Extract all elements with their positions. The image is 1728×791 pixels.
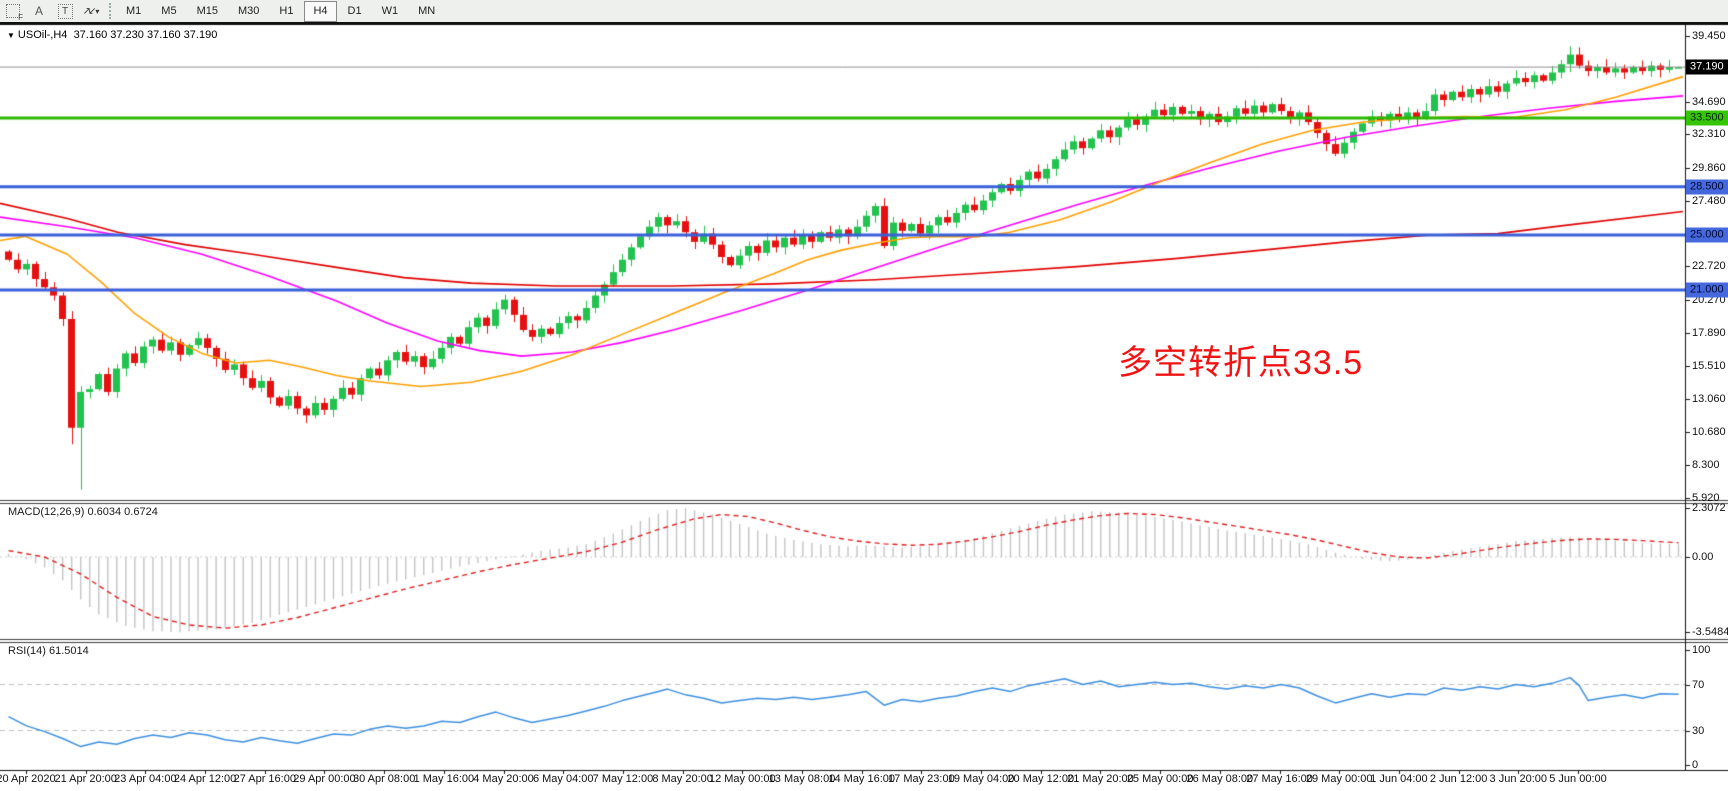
chart-annotation-text: 多空转折点33.5 <box>1118 344 1364 382</box>
timeframe-button-mn[interactable]: MN <box>418 5 436 17</box>
price-level-badge: 25.000 <box>1686 227 1728 243</box>
price-axis-tick-label: 39.450 <box>1692 30 1726 42</box>
time-axis-label: 5 Jun 00:00 <box>1549 773 1607 785</box>
time-axis-label: 21 Apr 20:00 <box>54 773 117 785</box>
time-axis-label: 8 May 20:00 <box>652 773 713 785</box>
price-level-badge: 37.190 <box>1686 59 1728 75</box>
price-axis-tick-label: 10.680 <box>1692 426 1726 439</box>
grid-glyph: F <box>6 4 23 22</box>
time-axis-label: 1 Jun 04:00 <box>1370 773 1428 785</box>
text-tool-icon[interactable]: T <box>52 1 78 21</box>
price-axis-tick-label: 17.890 <box>1692 326 1726 339</box>
timeframe-button-m5[interactable]: M5 <box>161 5 177 17</box>
time-axis-label: 4 May 20:00 <box>473 773 534 785</box>
time-axis-label: 20 May 12:00 <box>1007 773 1075 785</box>
time-axis-label: 2 Jun 12:00 <box>1429 773 1488 785</box>
price-axis-tick-label: 15.510 <box>1692 359 1726 372</box>
price-axis-tick-label: 29.860 <box>1692 162 1726 175</box>
time-axis-label: 30 Apr 08:00 <box>352 773 416 785</box>
time-axis-label: 27 May 16:00 <box>1246 773 1313 785</box>
rsi-axis-tick-label: 0 <box>1692 759 1699 771</box>
t-glyph: T <box>57 3 73 19</box>
chart-area: ▼ USOil-,H4 37.160 37.230 37.160 37.190 M… <box>0 24 1728 791</box>
label-a-icon[interactable]: A <box>34 4 43 18</box>
time-axis-label: 23 Apr 04:00 <box>114 773 177 785</box>
price-axis-tick-label: 5.920 <box>1692 491 1720 504</box>
symbol-name: USOil-,H4 <box>17 29 68 41</box>
macd-axis-tick-label: -3.5484 <box>1692 626 1728 639</box>
toolbar: F A T ↗↙ ▾ M1 M5 M15 M30 H1 H4 D1 W1 MN <box>0 0 1728 24</box>
time-axis-label: 7 May 12:00 <box>592 773 654 785</box>
time-axis-label: 29 Apr 00:00 <box>293 773 356 785</box>
price-axis-tick-label: 27.480 <box>1692 194 1726 207</box>
time-axis-label: 13 May 08:00 <box>768 773 836 785</box>
toolbar-grip[interactable] <box>109 3 111 19</box>
price-axis-tick-label: 8.300 <box>1692 458 1720 471</box>
timeframe-button-group: M1 M5 M15 M30 H1 H4 D1 W1 MN <box>116 0 445 22</box>
time-axis-label: 24 Apr 12:00 <box>173 773 237 785</box>
time-axis-label: 21 May 20:00 <box>1067 773 1134 785</box>
timeframe-button-m30[interactable]: M30 <box>237 5 260 17</box>
chart-canvas[interactable] <box>0 24 1728 791</box>
rsi-axis-tick-label: 70 <box>1692 678 1705 691</box>
macd-axis-tick-label: 2.3072 <box>1692 501 1726 514</box>
dropdown-caret-icon: ▾ <box>95 6 100 16</box>
price-axis-tick-label: 13.060 <box>1692 393 1726 406</box>
time-axis-label: 6 May 04:00 <box>532 773 594 785</box>
symbol-header: ▼ USOil-,H4 37.160 37.230 37.160 37.190 <box>7 29 217 41</box>
indicator-grid-icon[interactable]: F <box>0 1 26 22</box>
toolbar-icon-group: F A T ↗↙ ▾ <box>0 0 104 22</box>
time-axis-label: 1 May 16:00 <box>413 773 475 785</box>
time-axis-label: 20 Apr 2020 <box>0 773 56 785</box>
time-axis-label: 12 May 00:00 <box>708 773 776 785</box>
price-level-badge: 28.500 <box>1686 179 1728 195</box>
rsi-axis-tick-label: 30 <box>1692 724 1705 737</box>
arrows-glyph: ↗↙ <box>82 5 97 17</box>
timeframe-button-d1[interactable]: D1 <box>347 5 362 17</box>
price-axis-tick-label: 34.690 <box>1692 95 1726 108</box>
time-axis-label: 29 May 00:00 <box>1305 773 1373 785</box>
time-axis-label: 27 Apr 16:00 <box>233 773 296 785</box>
price-level-badge: 21.000 <box>1686 282 1728 298</box>
timeframe-button-m1[interactable]: M1 <box>126 5 142 17</box>
time-axis-label: 19 May 04:00 <box>947 773 1015 785</box>
time-axis-label: 17 May 23:00 <box>888 773 955 785</box>
timeframe-button-w1[interactable]: W1 <box>381 5 399 17</box>
price-level-badge: 33.500 <box>1686 110 1728 126</box>
time-axis-label: 25 May 00:00 <box>1126 773 1194 785</box>
cycle-arrows-icon[interactable]: ↗↙ ▾ <box>78 1 104 21</box>
timeframe-button-h1[interactable]: H1 <box>279 5 294 17</box>
rsi-pane-label: RSI(14) 61.5014 <box>8 645 89 657</box>
collapse-triangle-icon[interactable]: ▼ <box>7 31 15 40</box>
symbol-quote-ohlc: 37.160 37.230 37.160 37.190 <box>73 29 218 41</box>
timeframe-button-m15[interactable]: M15 <box>196 5 218 17</box>
time-axis-label: 26 May 08:00 <box>1186 773 1254 785</box>
price-axis-tick-label: 22.720 <box>1692 260 1726 273</box>
time-axis-label: 14 May 16:00 <box>828 773 896 785</box>
rsi-axis-tick-label: 100 <box>1692 644 1711 656</box>
macd-axis-tick-label: 0.00 <box>1692 551 1714 563</box>
timeframe-button-h4[interactable]: H4 <box>304 0 337 22</box>
time-axis-label: 3 Jun 20:00 <box>1489 773 1548 785</box>
price-axis-tick-label: 32.310 <box>1692 128 1726 141</box>
macd-pane-label: MACD(12,26,9) 0.6034 0.6724 <box>8 506 158 518</box>
